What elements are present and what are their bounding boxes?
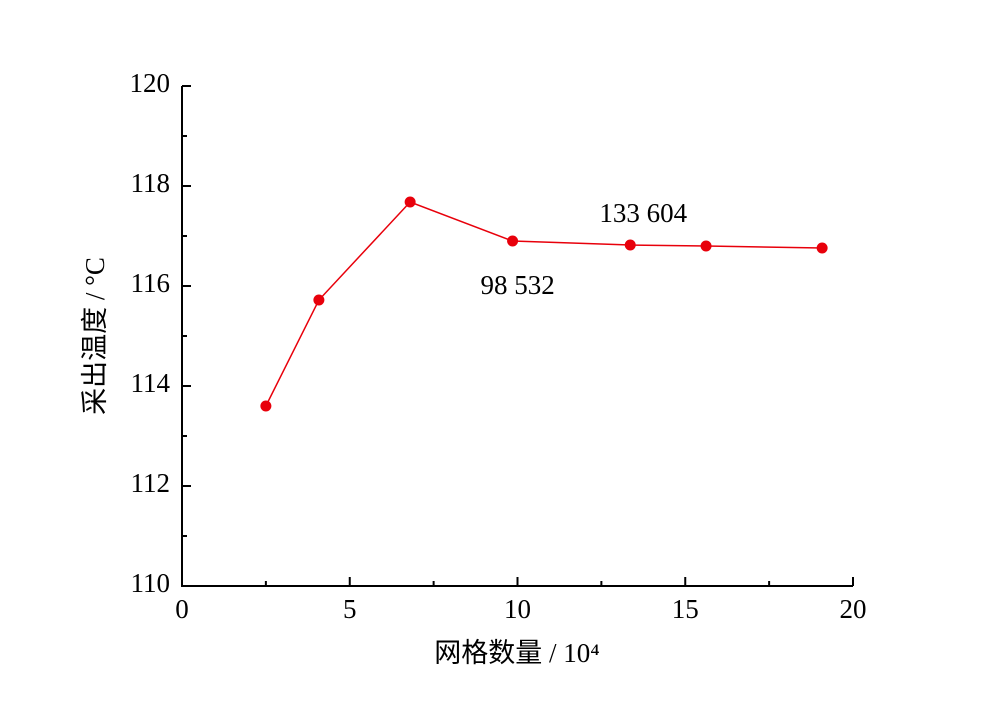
y-axis-label: 采出温度 / °C xyxy=(80,257,110,415)
point xyxy=(624,239,636,251)
y-tick-label: 110 xyxy=(131,568,171,598)
x-tick-label: 0 xyxy=(175,594,189,624)
x-tick-label: 10 xyxy=(504,594,531,624)
y-tick-label: 120 xyxy=(130,68,171,98)
annotation: 98 532 xyxy=(480,270,554,300)
point xyxy=(700,240,712,252)
y-tick-label: 112 xyxy=(131,468,171,498)
point xyxy=(260,400,272,412)
y-tick-label: 116 xyxy=(131,268,171,298)
y-tick-label: 114 xyxy=(131,368,171,398)
point xyxy=(816,242,828,254)
x-tick-label: 5 xyxy=(343,594,357,624)
point xyxy=(507,235,519,247)
x-tick-label: 15 xyxy=(672,594,699,624)
annotation: 133 604 xyxy=(599,198,687,228)
line xyxy=(265,201,823,407)
point xyxy=(313,294,325,306)
point xyxy=(404,196,416,208)
y-tick-label: 118 xyxy=(131,168,171,198)
x-axis-label: 网格数量 / 10⁴ xyxy=(434,638,599,668)
x-tick-label: 20 xyxy=(840,594,867,624)
